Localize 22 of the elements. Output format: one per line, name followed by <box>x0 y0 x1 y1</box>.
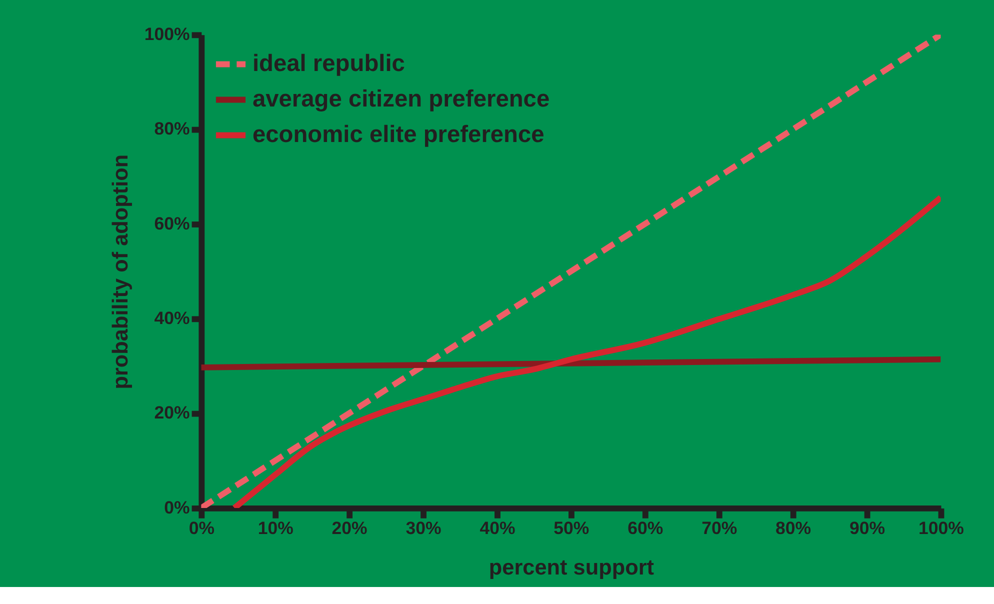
legend-label: average citizen preference <box>252 86 550 113</box>
x-tick-label: 90% <box>850 518 886 538</box>
x-axis-title: percent support <box>488 554 654 580</box>
y-tick-label: 60% <box>154 213 190 234</box>
x-tick-label: 20% <box>332 518 368 538</box>
x-tick-label: 100% <box>918 518 964 538</box>
legend-label: economic elite preference <box>252 122 544 148</box>
y-tick-label: 20% <box>154 402 190 423</box>
x-tick-label: 50% <box>554 518 590 538</box>
y-tick-label: 0% <box>164 497 190 518</box>
x-tick-label: 30% <box>406 518 442 538</box>
x-tick-label: 80% <box>776 518 812 538</box>
y-axis-title: probability of adoption <box>108 154 133 390</box>
x-tick-label: 60% <box>628 518 664 538</box>
x-tick-label: 70% <box>702 518 738 538</box>
y-tick-label: 40% <box>154 308 190 328</box>
x-tick-label: 40% <box>480 518 516 538</box>
x-tick-label: 0% <box>188 518 215 538</box>
legend-label: ideal republic <box>252 51 405 78</box>
y-tick-label: 80% <box>154 118 190 139</box>
x-tick-label: 10% <box>258 518 294 538</box>
y-tick-label: 100% <box>144 24 190 44</box>
